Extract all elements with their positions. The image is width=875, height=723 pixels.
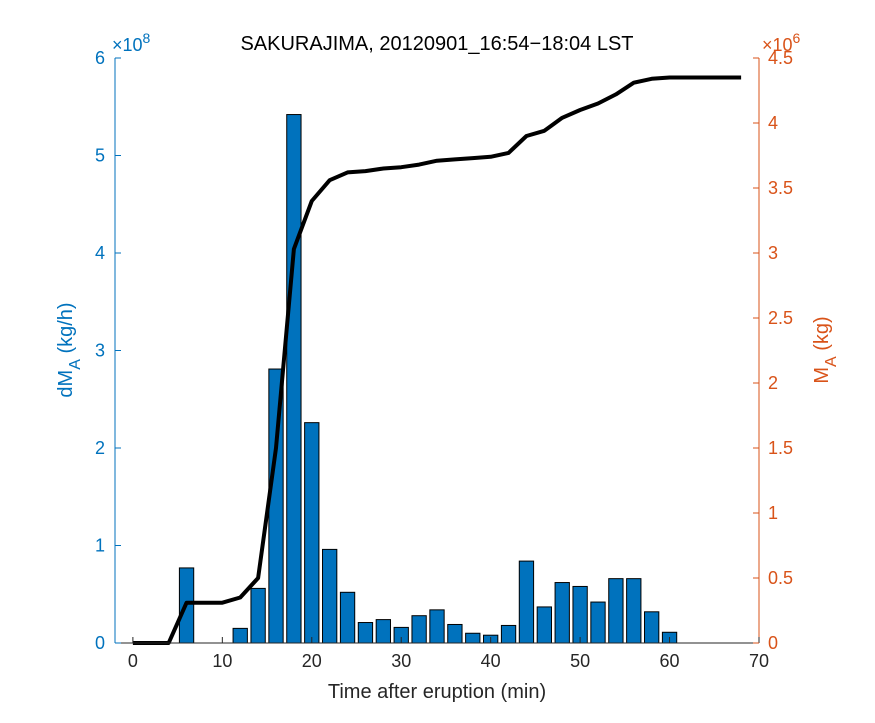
left-exponent-base: ×10 [112,35,143,55]
right-tick-label: 3 [768,243,778,263]
x-tick-label: 10 [212,651,232,671]
plot-area [115,58,759,643]
bar [429,609,445,644]
right-tick-label: 0 [768,633,778,653]
bar [626,578,642,644]
bar [500,624,517,644]
right-tick-label: 4.5 [768,48,793,68]
right-tick-label: 1 [768,503,778,523]
right-label-sub: A [823,356,840,367]
left-tick-label: 6 [95,48,105,68]
bar [608,578,624,644]
right-tick-label: 0.5 [768,568,793,588]
bar [465,632,481,644]
bar [250,587,266,644]
left-axis-exponent: ×108 [112,30,151,55]
right-tick-label: 1.5 [768,438,793,458]
bar [411,615,427,644]
left-tick-label: 3 [95,341,105,361]
left-label-sub: A [67,359,84,370]
bar [536,606,552,644]
bar [572,585,588,644]
left-label-unit: (kg/h) [55,302,77,359]
bar [375,619,391,644]
bar [644,611,660,644]
x-tick-label: 40 [481,651,501,671]
x-axis-label: Time after eruption (min) [328,681,546,703]
right-y-axis-label: MA (kg) [811,316,840,383]
right-label-main: M [811,367,833,384]
left-y-axis-label: dMA (kg/h) [55,302,84,397]
right-y-ticks: 0 0.5 1 1.5 2 2.5 3 3.5 4 4.5 [753,48,793,653]
bar [447,623,463,644]
left-exponent-power: 8 [143,30,151,46]
bar [286,114,302,644]
right-tick-label: 2.5 [768,308,793,328]
bar [339,591,356,644]
right-axis-exponent: ×106 [762,30,801,55]
bar [232,627,248,644]
x-tick-label: 60 [660,651,680,671]
x-tick-label: 50 [570,651,590,671]
x-ticks: 0 10 20 30 40 50 60 70 [128,637,769,671]
x-tick-label: 70 [749,651,769,671]
bar-series [178,114,678,644]
bar [304,422,320,644]
right-tick-label: 4 [768,113,778,133]
x-tick-label: 30 [391,651,411,671]
x-tick-label: 0 [128,651,138,671]
chart-title: SAKURAJIMA, 20120901_16:54−18:04 LST [240,33,633,55]
right-label-unit: (kg) [811,316,833,356]
bar [322,548,338,644]
bar [357,622,374,644]
left-tick-label: 5 [95,146,105,166]
right-tick-label: 2 [768,373,778,393]
bar [554,582,570,644]
left-tick-label: 2 [95,438,105,458]
left-tick-label: 0 [95,633,105,653]
right-exponent-base: ×10 [762,35,793,55]
x-tick-label: 20 [302,651,322,671]
left-y-ticks: 0 1 2 3 4 5 6 [95,48,121,653]
left-tick-label: 4 [95,243,105,263]
right-exponent-power: 6 [793,30,801,46]
bar [590,601,606,644]
cumulative-mass-line [132,75,742,645]
bar [518,560,535,644]
left-label-main: dM [55,370,77,398]
right-tick-label: 3.5 [768,178,793,198]
left-tick-label: 1 [95,536,105,556]
